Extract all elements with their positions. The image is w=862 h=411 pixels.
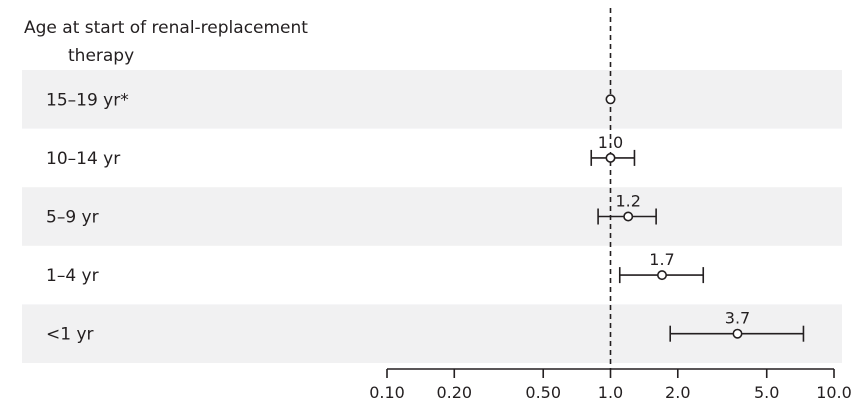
x-tick-label: 2.0 <box>665 383 690 402</box>
x-axis: 0.10 0.20 0.50 1.0 2.0 5.0 10.0 <box>369 368 852 402</box>
row-labels: 15–19 yr* 10–14 yr 5–9 yr 1–4 yr <1 yr <box>46 90 129 344</box>
point-estimate <box>732 328 743 339</box>
point-estimate <box>605 152 616 163</box>
x-tick-label: 1.0 <box>598 383 623 402</box>
estimate-row: 3.7 <box>669 309 805 342</box>
row-label: 15–19 yr* <box>46 90 129 110</box>
header: Age at start of renal-replacement therap… <box>24 18 308 66</box>
estimate-value-label: 3.7 <box>725 309 750 328</box>
header-band <box>22 8 842 70</box>
header-line-2: therapy <box>68 46 134 66</box>
estimate-row <box>605 94 616 105</box>
estimate-row: 1.2 <box>597 192 657 225</box>
point-estimate <box>657 270 668 281</box>
row-label: 5–9 yr <box>46 208 99 228</box>
estimate-value-label: 1.0 <box>598 133 623 152</box>
estimates: 1.0 1.2 1.7 3.7 <box>590 94 805 342</box>
estimate-value-label: 1.7 <box>649 250 674 269</box>
row-background <box>22 70 842 129</box>
row-label: 1–4 yr <box>46 266 99 286</box>
row-label: <1 yr <box>46 325 94 345</box>
row-background <box>22 187 842 246</box>
x-tick-label: 5.0 <box>754 383 779 402</box>
x-tick-label: 0.50 <box>525 383 561 402</box>
header-line-1: Age at start of renal-replacement <box>24 18 308 38</box>
x-tick-label: 0.10 <box>369 383 405 402</box>
row-backgrounds <box>22 8 842 363</box>
point-estimate <box>623 211 634 222</box>
estimate-value-label: 1.2 <box>615 192 640 211</box>
estimate-row: 1.0 <box>590 133 636 166</box>
row-label: 10–14 yr <box>46 149 120 169</box>
x-tick-label: 10.0 <box>816 383 852 402</box>
point-estimate <box>605 94 616 105</box>
estimate-row: 1.7 <box>618 250 705 284</box>
x-tick-label: 0.20 <box>436 383 472 402</box>
